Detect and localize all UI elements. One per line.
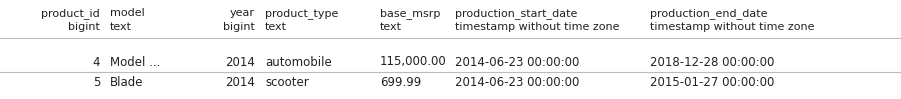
Text: bigint: bigint xyxy=(68,22,100,32)
Text: 2015-01-27 00:00:00: 2015-01-27 00:00:00 xyxy=(650,76,774,89)
Text: 2014: 2014 xyxy=(225,76,255,89)
Text: timestamp without time zone: timestamp without time zone xyxy=(455,22,620,32)
Text: 699.99: 699.99 xyxy=(380,76,422,89)
Text: 115,000.00: 115,000.00 xyxy=(380,56,447,69)
Text: 2014-06-23 00:00:00: 2014-06-23 00:00:00 xyxy=(455,56,579,69)
Text: 2014-06-23 00:00:00: 2014-06-23 00:00:00 xyxy=(455,76,579,89)
Text: production_end_date: production_end_date xyxy=(650,8,768,19)
Text: Blade: Blade xyxy=(110,76,143,89)
Text: product_type: product_type xyxy=(265,8,339,19)
Text: 2018-12-28 00:00:00: 2018-12-28 00:00:00 xyxy=(650,56,774,69)
Text: model: model xyxy=(110,8,145,18)
Text: timestamp without time zone: timestamp without time zone xyxy=(650,22,815,32)
Text: 5: 5 xyxy=(93,76,100,89)
Text: 2014: 2014 xyxy=(225,56,255,69)
Text: year: year xyxy=(230,8,255,18)
Text: text: text xyxy=(265,22,287,32)
Text: 4: 4 xyxy=(93,56,100,69)
Text: text: text xyxy=(110,22,132,32)
Text: product_id: product_id xyxy=(41,8,100,19)
Text: text: text xyxy=(380,22,402,32)
Text: Model ...: Model ... xyxy=(110,56,160,69)
Text: bigint: bigint xyxy=(223,22,255,32)
Text: automobile: automobile xyxy=(265,56,332,69)
Text: base_msrp: base_msrp xyxy=(380,8,441,19)
Text: production_start_date: production_start_date xyxy=(455,8,578,19)
Text: scooter: scooter xyxy=(265,76,309,89)
